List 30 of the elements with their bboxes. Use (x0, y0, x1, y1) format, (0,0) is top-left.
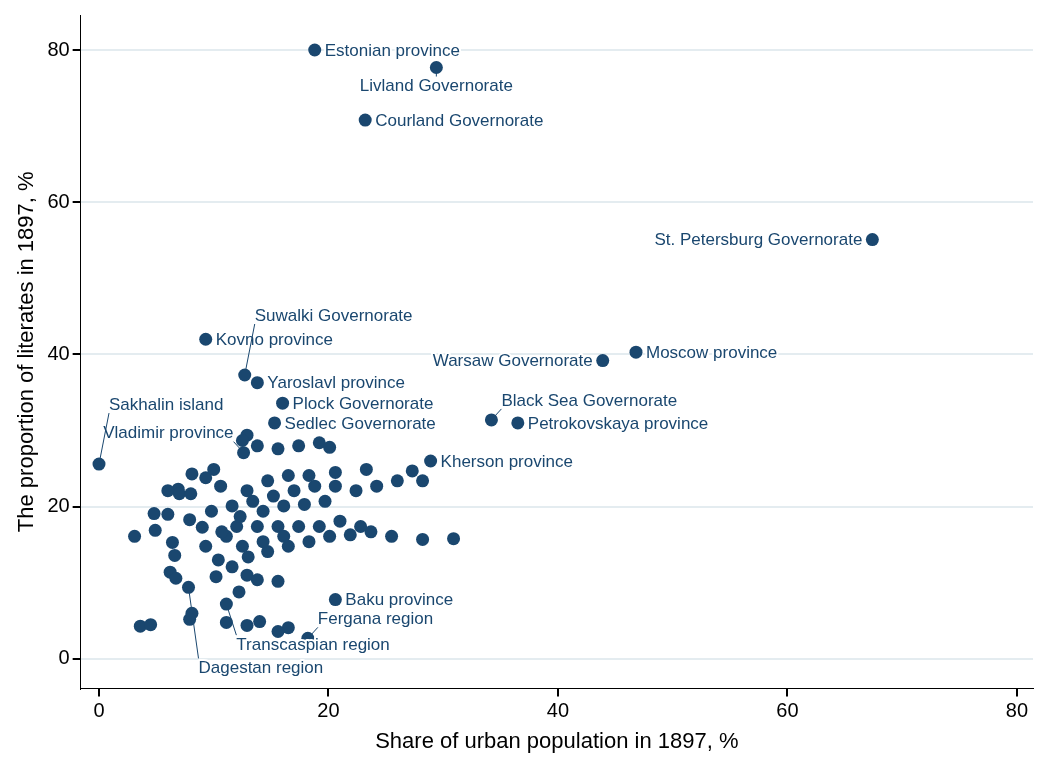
annotation: St. Petersburg Governorate (654, 230, 863, 250)
annotation: Fergana region (317, 609, 434, 629)
annotation: Transcaspian region (236, 634, 390, 654)
annotation: Suwalki Governorate (254, 305, 413, 325)
annotation: Livland Governorate (359, 76, 513, 96)
annotation: Courland Governorate (375, 110, 544, 130)
annotation: Yaroslavl province (267, 373, 405, 393)
x-tick-label: 60 (776, 699, 799, 722)
x-tick-label: 0 (93, 699, 105, 722)
annotation: Petrokovskaya province (527, 413, 709, 433)
x-tick-label: 20 (317, 699, 340, 722)
annotation: Sakhalin island (109, 394, 224, 414)
y-tick-label: 40 (47, 341, 70, 364)
y-tick-label: 60 (47, 189, 70, 212)
x-axis-title: Share of urban population in 1897, % (375, 727, 739, 753)
annotation: Sedlec Governorate (284, 413, 436, 433)
annotation: Kherson province (440, 451, 573, 471)
y-tick-label: 20 (47, 494, 70, 517)
annotation: Dagestan region (198, 658, 324, 678)
y-tick-label: 0 (58, 646, 70, 669)
annotation: Black Sea Governorate (501, 390, 678, 410)
y-axis-title: The proportion of literates in 1897, % (13, 171, 39, 533)
annotation: Warsaw Governorate (432, 351, 593, 371)
annotation: Estonian province (324, 40, 460, 60)
y-tick-label: 80 (47, 37, 70, 60)
annotation: Moscow province (645, 342, 778, 362)
x-tick-label: 80 (1005, 699, 1029, 722)
x-tick-label: 40 (546, 699, 570, 722)
annotation: Plock Governorate (292, 393, 434, 413)
annotation: Baku province (345, 590, 454, 610)
